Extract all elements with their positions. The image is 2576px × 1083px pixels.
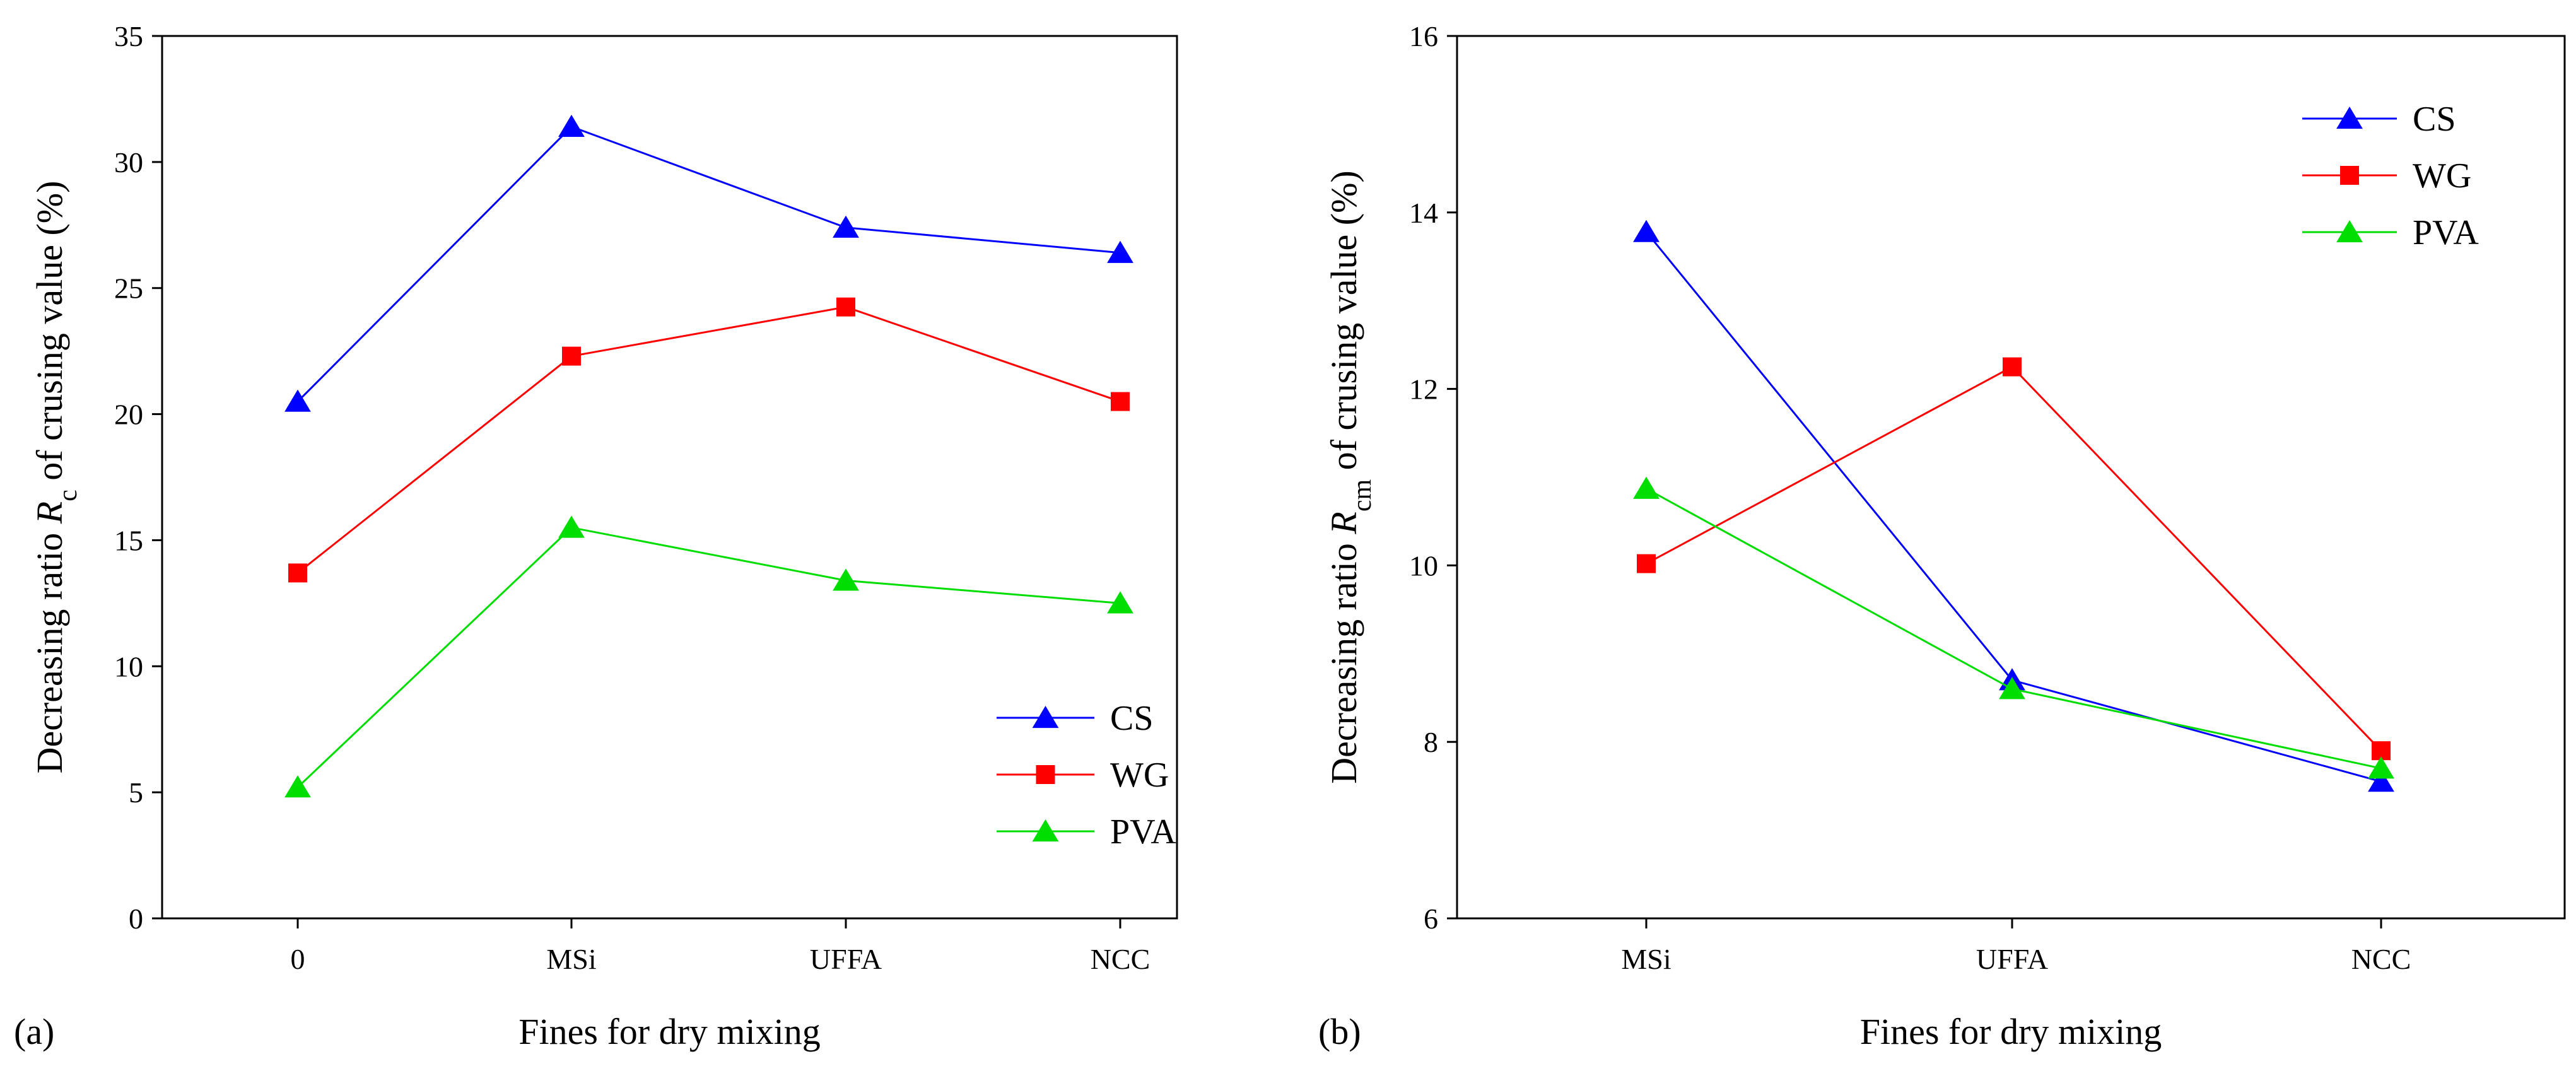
y-tick-label: 15: [114, 524, 143, 556]
legend-marker-wg: [1036, 765, 1055, 784]
panel-label: (a): [14, 1011, 54, 1052]
legend-label-wg: WG: [1110, 756, 1169, 795]
x-axis-label: Fines for dry mixing: [1860, 1011, 2162, 1052]
x-tick-label: 0: [291, 943, 305, 975]
chart-panel-b: 6 8 10 12 14 16 MSi UFFA NCC Fines for dry mixing…: [1318, 20, 2566, 1052]
y-tick-label: 10: [1409, 549, 1438, 582]
data-point-pva: [1633, 476, 1660, 499]
y-tick-label: 30: [114, 146, 143, 179]
chart-panel-a: 0 5 10 15 20 25 30 35 0 MSi UFFA NCC Fines for dry m…: [14, 20, 1178, 1052]
data-point-pva: [558, 515, 585, 538]
series-line-cs: [1645, 231, 2382, 783]
data-point-cs: [1633, 220, 1660, 242]
data-point-wg: [836, 297, 855, 317]
data-point-pva: [1107, 591, 1133, 614]
y-tick-label: 0: [129, 903, 143, 935]
data-point-pva: [284, 775, 311, 798]
y-tick-label: 5: [129, 776, 143, 809]
y-tick-label: 10: [114, 650, 143, 682]
data-point-cs: [1107, 240, 1133, 263]
plot-frame: [161, 35, 1178, 920]
data-point-pva: [833, 568, 859, 591]
y-tick-label: 6: [1424, 903, 1438, 935]
y-tick-label: 25: [114, 272, 143, 305]
data-point-pva: [2368, 756, 2394, 779]
data-point-wg: [1637, 554, 1656, 573]
y-tick-label: 12: [1409, 373, 1438, 406]
legend-label-cs: CS: [2413, 100, 2456, 139]
series-line-wg: [297, 306, 1121, 574]
plot-frame: [1456, 35, 2566, 920]
legend-label-cs: CS: [1110, 699, 1154, 738]
y-tick-label: 35: [114, 20, 143, 52]
data-point-cs: [2368, 770, 2394, 792]
data-point-cs: [558, 114, 585, 138]
data-point-wg: [562, 346, 581, 366]
data-point-wg: [1111, 392, 1130, 411]
x-tick-label: UFFA: [1976, 943, 2048, 975]
x-tick-label: UFFA: [810, 943, 882, 975]
x-tick-label: NCC: [1091, 943, 1150, 975]
y-tick-label: 14: [1409, 197, 1438, 229]
panel-label: (b): [1318, 1011, 1361, 1052]
data-point-cs: [284, 389, 311, 412]
data-point-pva: [1999, 677, 2025, 700]
y-axis-label: Decreasing ratio Rcm of crusing value (%…: [1323, 170, 1377, 784]
legend-marker-cs: [2336, 107, 2363, 129]
x-axis-label: Fines for dry mixing: [518, 1011, 820, 1052]
y-tick-label: 8: [1424, 726, 1438, 758]
legend-label-pva: PVA: [2413, 213, 2479, 252]
x-tick-label: MSi: [1621, 943, 1671, 975]
legend-marker-pva: [1032, 819, 1059, 842]
y-tick-label: 16: [1409, 20, 1438, 52]
legend-marker-cs: [1032, 706, 1059, 729]
x-tick-label: NCC: [2351, 943, 2411, 975]
y-axis-label: Decreasing ratio Rc of crusing value (%): [29, 181, 83, 774]
series-line-cs: [296, 126, 1121, 402]
y-tick-label: 20: [114, 399, 143, 431]
data-point-wg: [2003, 357, 2022, 377]
data-point-cs: [833, 215, 859, 238]
x-tick-label: MSi: [546, 943, 596, 975]
legend-label-wg: WG: [2413, 156, 2471, 196]
data-point-wg: [288, 563, 307, 583]
series-line-pva: [1646, 488, 2382, 770]
legend-marker-wg: [2340, 166, 2359, 185]
series-line-pva: [296, 526, 1121, 788]
legend-label-pva: PVA: [1110, 812, 1176, 852]
legend-marker-pva: [2336, 220, 2363, 243]
